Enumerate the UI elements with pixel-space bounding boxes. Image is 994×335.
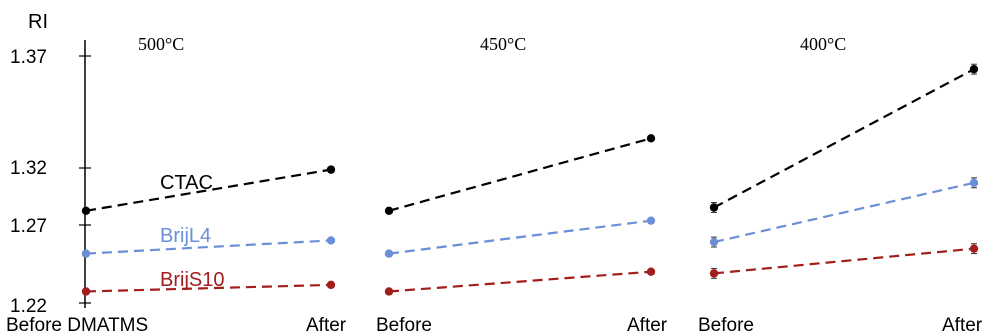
x-label: Before DMATMS	[6, 315, 148, 335]
panel-title-400: 400°C	[800, 34, 846, 54]
data-point-brijs10	[326, 280, 336, 290]
data-point-brijl4	[384, 249, 394, 258]
y-tick-label: 1.32	[10, 158, 47, 179]
data-point-brijl4	[969, 178, 979, 187]
y-tick-label: 1.22	[10, 296, 47, 317]
series-line-brijs10	[713, 247, 975, 275]
data-point-ctac	[326, 165, 336, 174]
x-label: After	[306, 315, 347, 335]
data-point-ctac	[646, 134, 656, 143]
data-point-brijl4	[646, 216, 656, 225]
chart-marks	[81, 63, 979, 296]
series-line-brijl4	[713, 181, 975, 244]
data-point-ctac	[969, 64, 979, 74]
x-label: Before	[698, 315, 754, 335]
data-point-brijs10	[384, 287, 394, 296]
data-point-brijs10	[969, 244, 979, 253]
series-line-brijs10	[85, 283, 332, 293]
data-point-ctac	[81, 206, 91, 215]
x-label: After	[627, 315, 668, 335]
y-tick-label: 1.27	[10, 216, 47, 237]
y-axis-title: RI	[28, 11, 48, 33]
y-tick-label: 1.37	[10, 47, 47, 68]
data-point-brijl4	[81, 249, 91, 258]
data-point-ctac	[709, 203, 719, 212]
data-point-brijs10	[81, 287, 91, 296]
data-point-brijl4	[709, 237, 719, 247]
series-line-brijl4	[388, 219, 652, 255]
series-line-brijl4	[85, 239, 332, 255]
panel-title-450: 450°C	[480, 34, 526, 54]
data-point-brijs10	[709, 269, 719, 278]
panel-title-500: 500°C	[138, 34, 184, 54]
series-label-brijs10: BrijS10	[160, 269, 224, 291]
data-point-brijl4	[326, 236, 336, 245]
series-line-ctac	[713, 68, 975, 209]
series-line-ctac	[388, 137, 652, 212]
x-label: After	[942, 315, 983, 335]
data-point-brijs10	[646, 267, 656, 276]
x-label: Before	[376, 315, 432, 335]
series-label-brijl4: BrijL4	[160, 225, 211, 247]
data-point-ctac	[384, 206, 394, 215]
series-line-ctac	[85, 168, 332, 212]
series-label-ctac: CTAC	[160, 172, 213, 194]
series-line-brijs10	[388, 270, 652, 293]
